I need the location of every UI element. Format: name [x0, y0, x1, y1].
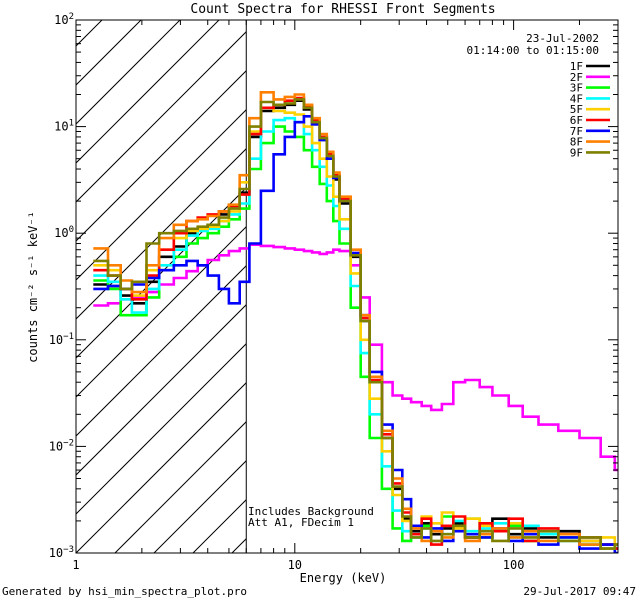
- hatch-line: [622, 20, 640, 553]
- hatch-line: [76, 304, 247, 476]
- time-range: 01:14:00 to 01:15:00: [467, 44, 599, 57]
- annotation-attenuator: Att A1, FDecim 1: [248, 516, 354, 529]
- hatch-line: [76, 382, 247, 553]
- series-line-5f: [93, 106, 618, 546]
- series-line-3f: [93, 125, 618, 550]
- hatch-line: [153, 460, 247, 553]
- series-line-9f: [93, 98, 618, 550]
- hatch-line: [76, 226, 247, 398]
- hatch-line: [114, 421, 247, 553]
- footer-generated-by: Generated by hsi_min_spectra_plot.pro: [2, 585, 247, 598]
- x-tick-labels: 1 10 100: [72, 558, 524, 572]
- hatch-line: [76, 31, 247, 203]
- series-line-8f: [93, 91, 618, 550]
- hatched-region: [0, 20, 640, 553]
- hatch-line: [466, 20, 640, 553]
- hatch-line: [0, 20, 24, 553]
- y-tick-label: 10−2: [49, 438, 74, 453]
- legend-label-1f: 1F: [570, 60, 583, 73]
- hatch-line: [544, 20, 640, 553]
- y-tick-label: 100: [54, 225, 74, 240]
- series-line-6f: [93, 96, 618, 550]
- chart-title: Count Spectra for RHESSI Front Segments: [190, 2, 495, 17]
- legend-label-4f: 4F: [570, 92, 583, 105]
- y-tick-label: 10−1: [49, 332, 74, 347]
- x-tick-label: 100: [503, 558, 525, 572]
- legend-label-5f: 5F: [570, 103, 583, 116]
- x-axis-label: Energy (keV): [300, 571, 387, 585]
- plot-frame: [75, 19, 619, 554]
- series-layer: [93, 91, 618, 553]
- hatch-line: [76, 20, 220, 164]
- y-tick-label: 102: [54, 12, 74, 27]
- x-tick-label: 10: [288, 558, 302, 572]
- x-tick-label: 1: [72, 558, 79, 572]
- legend-label-7f: 7F: [570, 125, 583, 138]
- hatch-line: [76, 265, 247, 437]
- y-tick-labels: 10−3 10−2 10−1 100 101 102: [49, 12, 74, 560]
- series-line-2f: [93, 243, 618, 472]
- legend-label-6f: 6F: [570, 114, 583, 127]
- legend-label-9f: 9F: [570, 146, 583, 159]
- legend-label-8f: 8F: [570, 136, 583, 149]
- y-axis-label: counts cm⁻² s⁻¹ keV⁻¹: [26, 211, 40, 363]
- series-line-7f: [93, 115, 618, 553]
- observation-date: 23-Jul-2002: [526, 32, 599, 45]
- legend-label-2f: 2F: [570, 71, 583, 84]
- y-tick-label: 101: [54, 119, 74, 134]
- series-line-4f: [93, 116, 618, 550]
- hatch-line: [76, 20, 103, 47]
- hatch-line: [76, 70, 247, 242]
- hatch-line: [76, 343, 247, 515]
- legend-label-3f: 3F: [570, 82, 583, 95]
- annotation-background: Includes Background: [248, 505, 374, 518]
- hatch-line: [271, 20, 640, 553]
- axis-ticks: [75, 20, 619, 554]
- y-tick-label: 10−3: [49, 545, 74, 560]
- hatch-line: [427, 20, 640, 553]
- hatch-line: [388, 20, 640, 553]
- hatch-line: [76, 20, 181, 125]
- hatch-line: [76, 148, 247, 320]
- series-line-1f: [93, 99, 618, 550]
- footer-timestamp: 29-Jul-2017 09:47: [523, 585, 636, 598]
- hatch-line: [583, 20, 640, 553]
